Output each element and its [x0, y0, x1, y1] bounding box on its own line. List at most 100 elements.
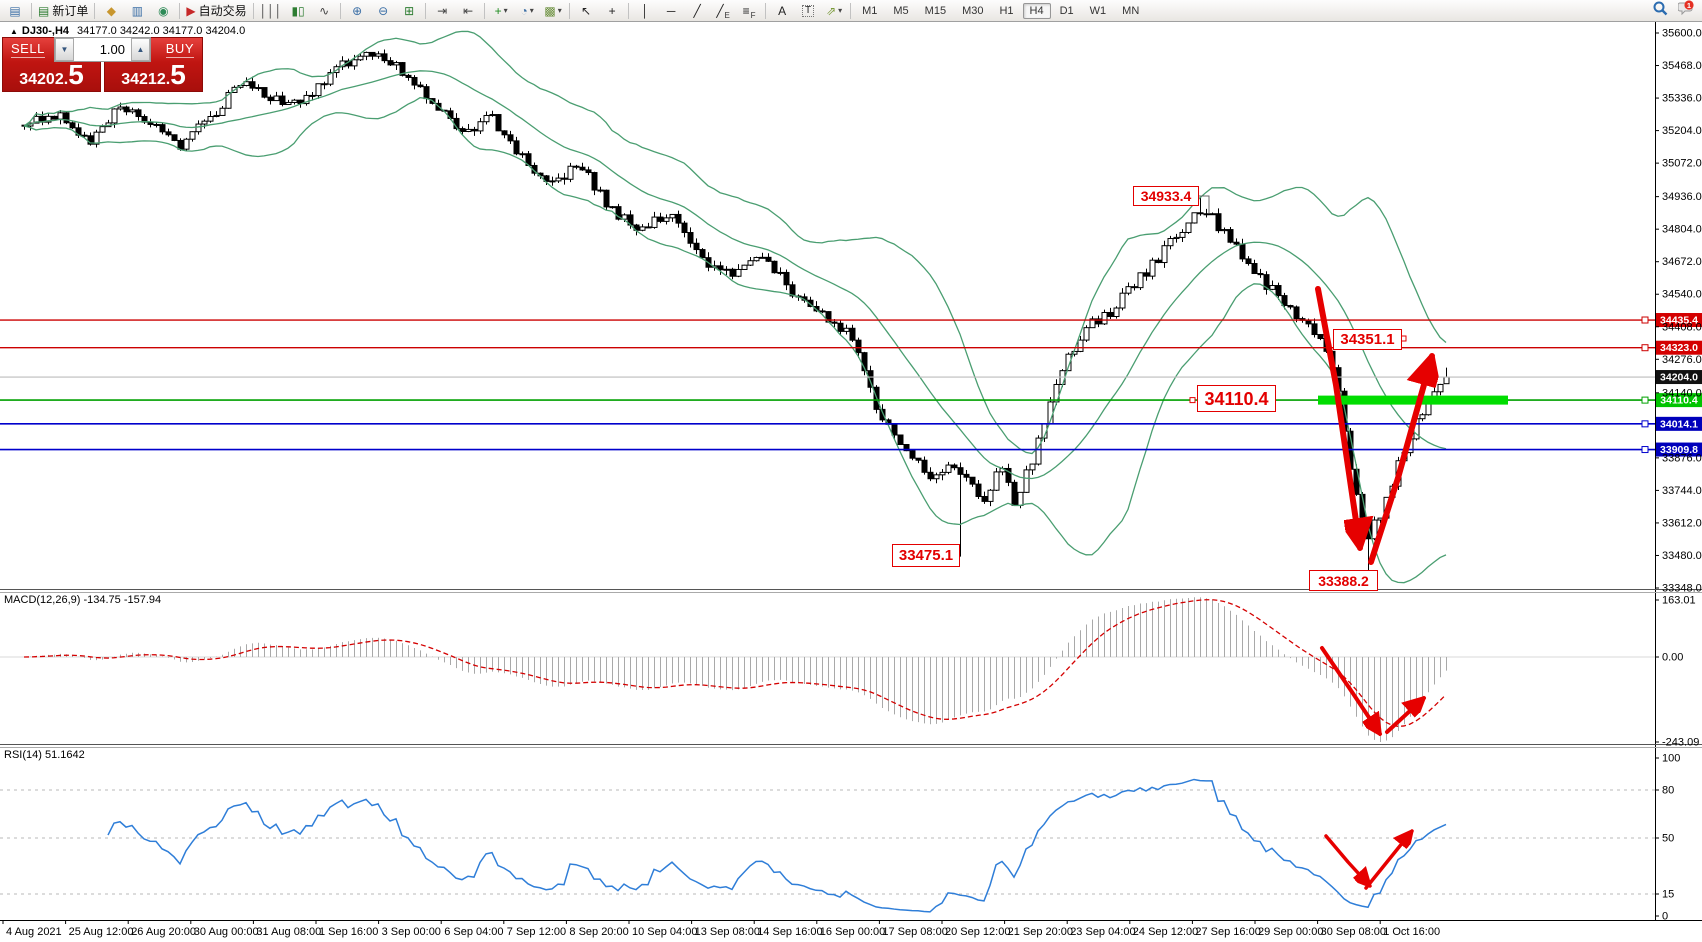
bar-chart-icon: │││	[259, 3, 283, 18]
time-tick-label: 17 Sep 08:00	[882, 926, 947, 938]
dropdown-caret-icon[interactable]: ▾	[503, 6, 508, 15]
tile-windows-icon: ⊞	[404, 3, 415, 18]
autotrading-button[interactable]: ▶ 自动交易	[183, 2, 249, 20]
chart-shift-icon[interactable]: ⇤	[455, 2, 481, 20]
timeframe-m5-button[interactable]: M5	[893, 4, 909, 17]
time-tick-label: 6 Sep 04:00	[444, 926, 503, 938]
new-chart-icon[interactable]: ▤	[2, 2, 28, 20]
new-order-button-label: 新订单	[52, 4, 89, 18]
period-clock-icon: ◔	[520, 3, 528, 18]
navigator-icon[interactable]: ◆	[98, 2, 124, 20]
search-icon[interactable]	[1652, 0, 1668, 21]
sell-label: SELL	[11, 41, 45, 58]
zoom-out-icon[interactable]: ⊖	[370, 2, 396, 20]
annotation-handle[interactable]	[1189, 397, 1196, 404]
timeframe-d1-button[interactable]: D1	[1059, 4, 1074, 17]
svg-text:34014.1: 34014.1	[1660, 418, 1698, 430]
label-icon[interactable]: T	[795, 2, 821, 20]
price-badge	[1656, 416, 1702, 431]
volume-decrease-button[interactable]: ▼	[55, 38, 74, 61]
price-annotation[interactable]: 34110.4	[1197, 385, 1276, 412]
svg-text:34110.4: 34110.4	[1660, 395, 1698, 407]
toolbar-separator	[484, 2, 486, 19]
time-tick-label: 14 Sep 16:00	[757, 926, 822, 938]
rsi-panel	[0, 778, 1655, 913]
line-anchor-handle[interactable]	[1641, 316, 1649, 324]
templates-icon[interactable]: ▩ ▾	[540, 2, 566, 20]
timeframe-m1-button[interactable]: M1	[862, 4, 878, 17]
vertical-line-icon[interactable]: │	[632, 2, 658, 20]
fibonacci-icon: ≡	[742, 3, 750, 18]
sell-impulse-arrow[interactable]	[1315, 286, 1360, 551]
signals-icon[interactable]: ◉	[150, 2, 176, 20]
toolbar-separator	[94, 2, 96, 19]
trendline-icon[interactable]: ╱	[684, 2, 710, 20]
text-icon[interactable]: A	[769, 2, 795, 20]
market-watch-icon[interactable]: ▥	[124, 2, 150, 20]
dropdown-caret-icon[interactable]: ▾	[529, 6, 534, 15]
new-order-button[interactable]: ▤ 新订单	[35, 2, 91, 20]
price-tick-label: 34804.0	[1662, 224, 1702, 236]
macd-up-arrow[interactable]	[1385, 698, 1424, 734]
timeframe-m15-button[interactable]: M15	[924, 4, 947, 17]
bar-chart-icon[interactable]: │││	[257, 2, 286, 20]
price-tick-label: 34672.0	[1662, 256, 1702, 268]
volume-input[interactable]	[74, 38, 131, 61]
trendline-icon: ╱	[693, 3, 701, 18]
time-tick-label: 31 Aug 08:00	[256, 926, 321, 938]
chart-collapse-icon[interactable]: ▲	[10, 27, 18, 36]
support-zone-bar[interactable]	[1318, 395, 1508, 405]
market-watch-icon: ▥	[131, 3, 144, 18]
period-clock-icon[interactable]: ◔ ▾	[514, 2, 540, 20]
price-annotation[interactable]: 33475.1	[892, 544, 960, 567]
cursor-icon[interactable]: ↖	[573, 2, 599, 20]
line-anchor-handle[interactable]	[1641, 396, 1649, 404]
indicators-add-icon: +	[494, 3, 502, 18]
volume-increase-button[interactable]: ▲	[131, 38, 150, 61]
candlestick-icon[interactable]: ▮▯	[285, 2, 311, 20]
rsi-down-arrow[interactable]	[1324, 834, 1370, 886]
svg-text:34323.0: 34323.0	[1660, 342, 1698, 354]
notifications-icon[interactable]: 1	[1677, 0, 1694, 21]
price-badge	[1656, 370, 1702, 385]
crosshair-icon[interactable]: +	[599, 2, 625, 20]
price-tick-label: 34140.0	[1662, 387, 1702, 399]
price-annotation[interactable]: 34933.4	[1133, 186, 1199, 206]
line-anchor-handle[interactable]	[1641, 446, 1649, 454]
fibonacci-icon[interactable]: ≡ F	[742, 3, 756, 20]
timeframe-h1-button[interactable]: H1	[999, 4, 1014, 17]
line-chart-icon[interactable]: ∿	[311, 2, 337, 20]
line-anchor-handle[interactable]	[1641, 344, 1649, 352]
time-tick-label: 16 Sep 00:00	[820, 926, 885, 938]
candles	[21, 49, 1450, 579]
auto-scroll-icon[interactable]: ⇥	[429, 2, 455, 20]
dropdown-caret-icon[interactable]: ▾	[838, 6, 843, 15]
horizontal-line-icon[interactable]: ─	[658, 2, 684, 20]
toolbar-separator	[252, 2, 254, 19]
macd-down-arrow[interactable]	[1320, 646, 1380, 734]
indicators-add-icon[interactable]: + ▾	[488, 2, 514, 20]
macd-panel	[0, 597, 1655, 742]
timeframe-w1-button[interactable]: W1	[1089, 4, 1107, 17]
channel-icon[interactable]: ╱ E	[716, 3, 730, 20]
arrows-icon[interactable]: ⇗ ▾	[821, 2, 847, 20]
zoom-in-icon[interactable]: ⊕	[344, 2, 370, 20]
timeframe-mn-button[interactable]: MN	[1122, 4, 1140, 17]
time-tick-label: 1 Sep 16:00	[319, 926, 378, 938]
timeframe-m30-button[interactable]: M30	[962, 4, 984, 17]
rebound-arrow[interactable]	[1368, 356, 1432, 565]
line-anchor-handle[interactable]	[1641, 420, 1649, 428]
price-badge	[1656, 340, 1702, 355]
horizontal-line-icon: ─	[666, 3, 676, 18]
price-tick-label: 33480.0	[1662, 550, 1702, 562]
rsi-up-arrow[interactable]	[1364, 831, 1412, 890]
time-tick-label: 30 Aug 00:00	[194, 926, 259, 938]
dropdown-caret-icon[interactable]: ▾	[557, 6, 562, 15]
rsi-tick-label: 15	[1662, 889, 1674, 901]
tile-windows-icon[interactable]: ⊞	[396, 2, 422, 20]
price-annotation[interactable]: 33388.2	[1309, 570, 1378, 591]
price-badge	[1656, 313, 1702, 328]
timeframe-h4-button[interactable]: H4	[1022, 2, 1051, 19]
price-annotation[interactable]: 34351.1	[1333, 329, 1402, 350]
time-tick-label: 1 Oct 16:00	[1383, 926, 1440, 938]
